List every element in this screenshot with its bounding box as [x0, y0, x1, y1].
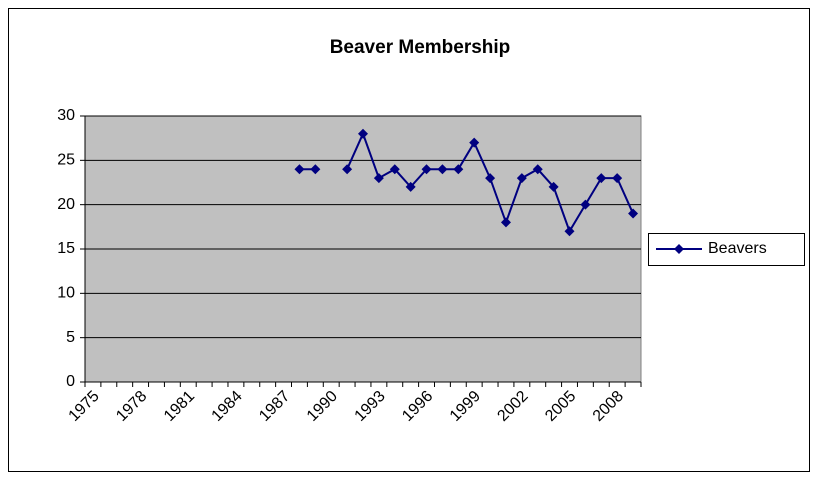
marker [612, 173, 623, 184]
marker [373, 173, 384, 184]
marker [358, 128, 368, 139]
marker [580, 199, 591, 210]
legend-label: Beavers [708, 240, 767, 257]
marker [628, 208, 639, 219]
y-tick-label: 0 [66, 373, 75, 390]
marker [389, 164, 400, 175]
y-tick-label: 30 [57, 107, 75, 124]
chart-title: Beaver Membership [330, 37, 511, 58]
marker [294, 164, 305, 175]
legend: Beavers [648, 233, 805, 266]
marker [310, 164, 321, 175]
marker [405, 181, 416, 192]
marker [532, 164, 543, 175]
marker [437, 164, 448, 175]
marker [516, 173, 527, 184]
y-tick-label: 5 [66, 329, 75, 346]
y-tick-label: 10 [57, 285, 75, 302]
y-tick-label: 25 [57, 152, 75, 169]
marker [485, 173, 496, 184]
marker [548, 181, 559, 192]
marker [453, 164, 464, 175]
marker [342, 164, 353, 175]
marker [500, 217, 511, 228]
y-tick-label: 20 [57, 196, 75, 213]
marker [421, 164, 432, 175]
y-tick-label: 15 [57, 240, 75, 257]
marker [564, 226, 575, 237]
legend-marker [674, 244, 684, 254]
marker [469, 137, 480, 148]
marker [596, 173, 607, 184]
